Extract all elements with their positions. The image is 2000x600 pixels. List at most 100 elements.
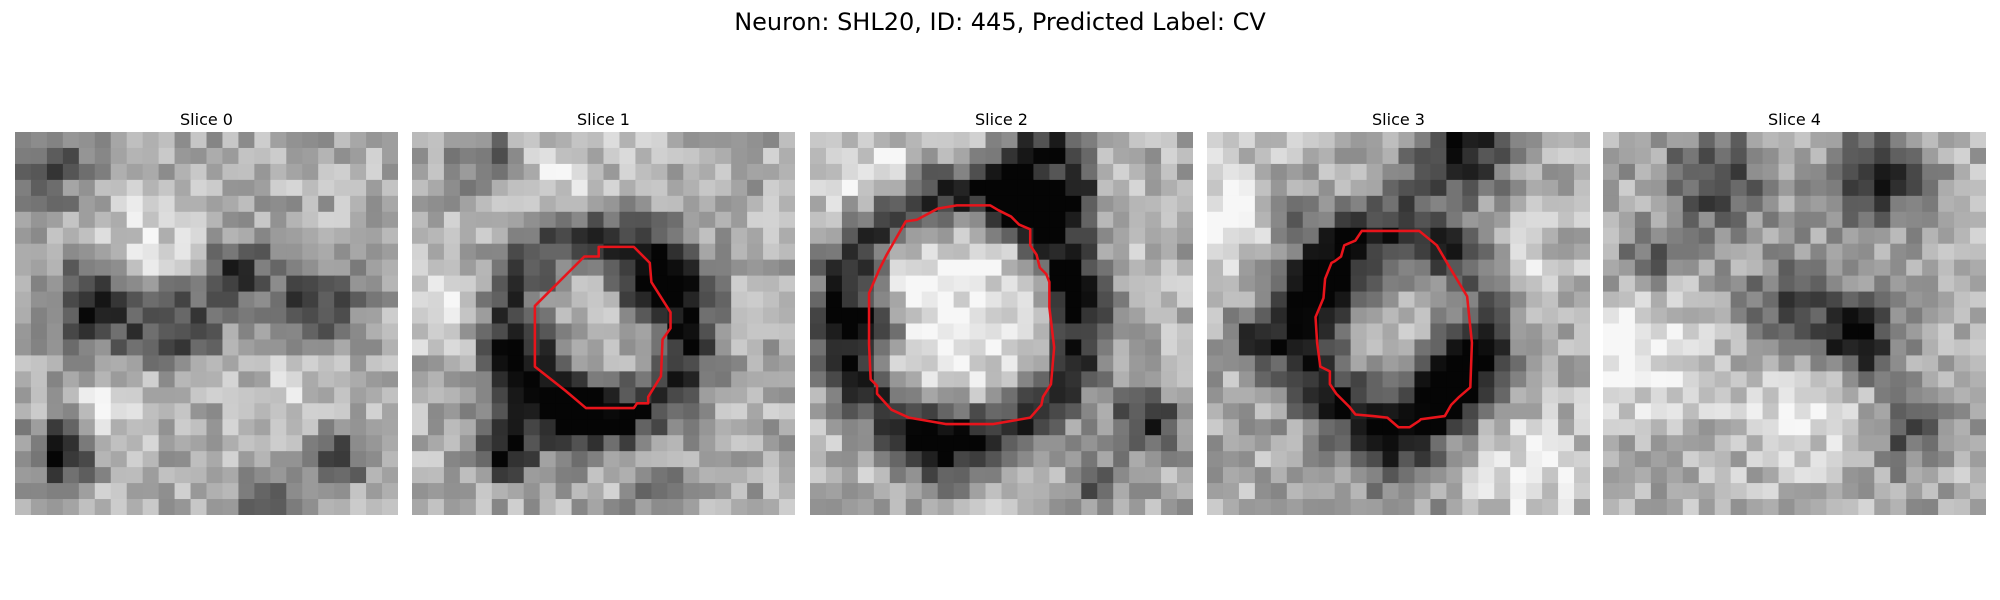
pixel (1350, 419, 1368, 436)
pixel (1603, 483, 1620, 500)
pixel (1906, 451, 1923, 468)
pixel (412, 195, 429, 213)
pixel (15, 371, 32, 388)
pixel (635, 467, 652, 484)
pixel (699, 195, 716, 213)
pixel (587, 499, 604, 515)
pixel (1033, 132, 1050, 149)
pixel (1001, 387, 1018, 404)
pixel (1666, 147, 1684, 165)
pixel (1366, 419, 1384, 436)
pixel (1938, 371, 1955, 388)
pixel (1462, 435, 1479, 452)
pixel (1510, 291, 1527, 309)
pixel (1238, 339, 1256, 356)
pixel (1478, 275, 1495, 293)
pixel (1826, 355, 1843, 372)
pixel (254, 163, 271, 181)
pixel (937, 163, 955, 181)
pixel (1746, 179, 1764, 197)
pixel (238, 419, 255, 436)
pixel (1254, 355, 1272, 372)
pixel (905, 323, 923, 340)
pixel (1906, 163, 1923, 181)
pixel (779, 227, 795, 245)
pixel (1906, 419, 1923, 436)
pixel (302, 387, 319, 404)
pixel (412, 419, 429, 436)
pixel (1446, 243, 1463, 261)
pixel (1017, 499, 1034, 515)
pixel (1207, 179, 1224, 197)
pixel (1161, 451, 1178, 468)
pixel (206, 259, 223, 277)
pixel (539, 227, 557, 245)
pixel (1603, 243, 1620, 261)
pixel (1746, 307, 1764, 324)
pixel (555, 419, 573, 436)
pixel (1286, 467, 1304, 484)
pixel (1890, 132, 1907, 149)
pixel (1177, 451, 1193, 468)
pixel (78, 435, 96, 452)
pixel (1446, 323, 1463, 340)
pixel (1001, 499, 1018, 515)
pixel (142, 355, 160, 372)
pixel (715, 403, 732, 420)
pixel (1970, 403, 1986, 420)
pixel (1033, 339, 1050, 356)
pixel (62, 211, 80, 229)
pixel (350, 467, 367, 484)
pixel (427, 339, 445, 356)
pixel (1574, 211, 1590, 229)
pixel (1746, 147, 1764, 165)
pixel (1478, 403, 1495, 420)
pixel (382, 243, 398, 261)
pixel (1682, 227, 1700, 245)
pixel (1302, 132, 1320, 149)
pixel (158, 227, 176, 245)
pixel (126, 163, 144, 181)
pixel (302, 243, 319, 261)
pixel (1414, 467, 1431, 484)
pixel (1017, 419, 1034, 436)
pixel (222, 211, 239, 229)
pixel (1762, 211, 1780, 229)
pixel (190, 243, 207, 261)
pixel (1810, 403, 1827, 420)
pixel (810, 211, 827, 229)
pixel (1366, 451, 1384, 468)
pixel (985, 211, 1002, 229)
pixel (715, 467, 732, 484)
pixel (1810, 323, 1827, 340)
pixel (1161, 371, 1178, 388)
pixel (1207, 259, 1224, 277)
pixel (206, 435, 223, 452)
pixel (1318, 195, 1336, 213)
slice-panel-4: Slice 4 (1603, 110, 1986, 515)
pixel (603, 371, 620, 388)
pixel (1826, 323, 1843, 340)
pixel (110, 163, 128, 181)
pixel (1938, 387, 1955, 404)
pixel (1842, 387, 1859, 404)
pixel (731, 243, 748, 261)
pixel (857, 243, 875, 261)
pixel (619, 387, 636, 404)
pixel (635, 227, 652, 245)
pixel (1382, 499, 1399, 515)
pixel (1382, 483, 1399, 500)
pixel (1113, 371, 1130, 388)
pixel (1922, 259, 1939, 277)
pixel (1762, 275, 1780, 293)
pixel (1906, 339, 1923, 356)
pixel (412, 323, 429, 340)
pixel (78, 387, 96, 404)
pixel (1858, 483, 1875, 500)
pixel (1526, 483, 1543, 500)
pixel (1874, 243, 1891, 261)
pixel (1634, 211, 1652, 229)
pixel (142, 403, 160, 420)
pixel (1762, 419, 1780, 436)
pixel (94, 371, 112, 388)
